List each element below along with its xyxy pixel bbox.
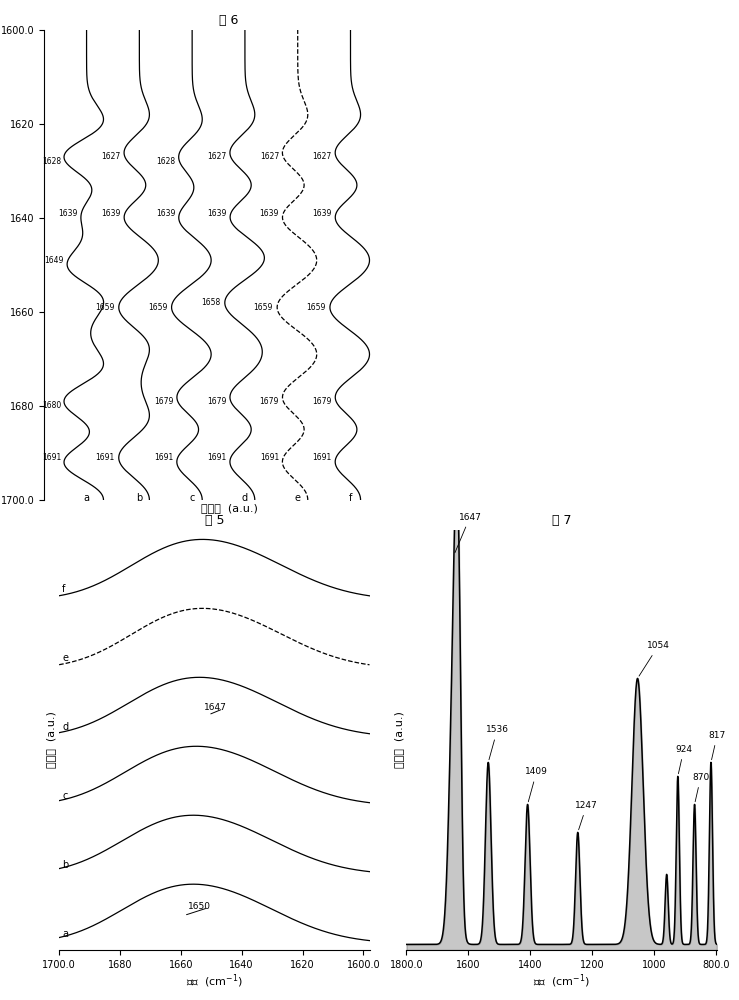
Text: 1627: 1627 bbox=[208, 152, 227, 161]
Text: 1680: 1680 bbox=[42, 401, 61, 410]
Text: 1691: 1691 bbox=[42, 453, 61, 462]
Text: 1679: 1679 bbox=[259, 397, 279, 406]
Y-axis label: 吸光度  (a.u.): 吸光度 (a.u.) bbox=[394, 712, 403, 768]
Text: d: d bbox=[242, 493, 248, 503]
Text: 1691: 1691 bbox=[260, 453, 279, 462]
Text: b: b bbox=[62, 860, 69, 870]
Text: 1536: 1536 bbox=[486, 725, 508, 760]
Text: 1649: 1649 bbox=[44, 256, 64, 265]
Text: 1627: 1627 bbox=[101, 152, 120, 161]
Text: 1691: 1691 bbox=[313, 453, 332, 462]
Text: 1679: 1679 bbox=[313, 397, 332, 406]
Y-axis label: 吸光度  (a.u.): 吸光度 (a.u.) bbox=[47, 712, 56, 768]
Title: 图 6: 图 6 bbox=[219, 14, 239, 27]
Text: 1691: 1691 bbox=[154, 453, 174, 462]
Text: d: d bbox=[62, 722, 68, 732]
Text: a: a bbox=[62, 929, 68, 939]
Text: 1647: 1647 bbox=[455, 513, 481, 553]
Text: 870: 870 bbox=[692, 773, 709, 802]
Text: 1659: 1659 bbox=[253, 303, 273, 312]
Text: 1658: 1658 bbox=[201, 298, 220, 307]
Text: 1627: 1627 bbox=[260, 152, 279, 161]
Text: 1639: 1639 bbox=[207, 209, 227, 218]
Text: c: c bbox=[189, 493, 195, 503]
Text: 1639: 1639 bbox=[259, 209, 279, 218]
Text: f: f bbox=[349, 493, 353, 503]
Text: 1639: 1639 bbox=[101, 209, 120, 218]
X-axis label: 波数  (cm$^{-1}$): 波数 (cm$^{-1}$) bbox=[185, 972, 243, 990]
Text: 1659: 1659 bbox=[95, 303, 115, 312]
Text: 924: 924 bbox=[675, 745, 692, 774]
Text: 1691: 1691 bbox=[208, 453, 227, 462]
Text: 1054: 1054 bbox=[639, 641, 670, 676]
Text: b: b bbox=[136, 493, 143, 503]
Text: 1639: 1639 bbox=[156, 209, 175, 218]
Text: 817: 817 bbox=[709, 731, 726, 760]
Text: 1679: 1679 bbox=[154, 397, 174, 406]
X-axis label: 波数  (cm$^{-1}$): 波数 (cm$^{-1}$) bbox=[533, 972, 590, 990]
Text: 1247: 1247 bbox=[575, 801, 598, 830]
Text: 1659: 1659 bbox=[307, 303, 326, 312]
Text: 1627: 1627 bbox=[313, 152, 332, 161]
Text: 1639: 1639 bbox=[313, 209, 332, 218]
Text: c: c bbox=[62, 791, 67, 801]
Title: 图 5: 图 5 bbox=[205, 514, 224, 527]
Text: 1691: 1691 bbox=[95, 453, 115, 462]
Text: 1409: 1409 bbox=[525, 767, 548, 802]
Text: 1679: 1679 bbox=[207, 397, 227, 406]
Text: 1647: 1647 bbox=[204, 703, 226, 712]
Text: a: a bbox=[84, 493, 89, 503]
Text: 1639: 1639 bbox=[58, 209, 77, 218]
Text: 1628: 1628 bbox=[42, 157, 61, 166]
Text: e: e bbox=[62, 653, 68, 663]
Text: e: e bbox=[295, 493, 301, 503]
Text: f: f bbox=[62, 584, 66, 594]
Text: 1628: 1628 bbox=[156, 157, 175, 166]
X-axis label: 吸光度  (a.u.): 吸光度 (a.u.) bbox=[201, 503, 257, 513]
Title: 图 7: 图 7 bbox=[552, 514, 571, 527]
Text: 1659: 1659 bbox=[148, 303, 167, 312]
Text: 1650: 1650 bbox=[188, 902, 211, 911]
